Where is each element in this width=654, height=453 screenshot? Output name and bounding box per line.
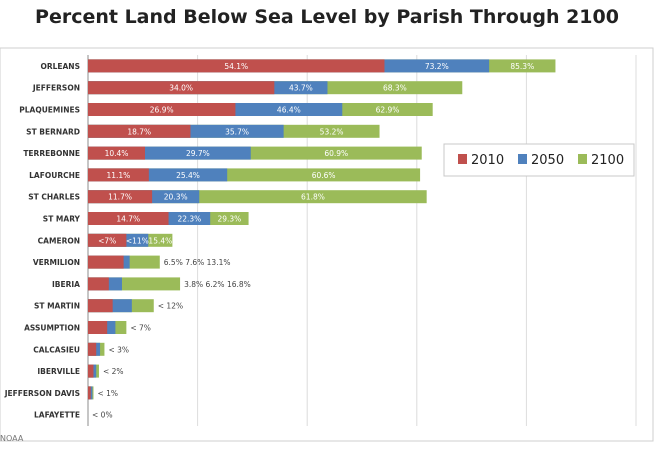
category-label: CAMERON (38, 236, 80, 245)
bar-2010 (88, 233, 127, 247)
category-label: ASSUMPTION (24, 324, 80, 333)
bar-2010 (88, 255, 124, 269)
data-label: < 1% (97, 389, 118, 398)
bar-2010 (88, 321, 108, 334)
bar-2010 (88, 212, 169, 225)
data-label: 60.9% (324, 149, 348, 158)
data-label: 43.7% (289, 84, 313, 93)
bar-2010 (88, 168, 149, 182)
data-label: 20.3% (164, 193, 188, 202)
data-label: 6.5% 7.6% 13.1% (164, 258, 231, 267)
data-label: 68.3% (383, 84, 407, 93)
legend-swatch-2100 (578, 154, 587, 164)
data-label: 10.4% (105, 149, 129, 158)
category-label: ST MARTIN (34, 302, 80, 311)
data-label: <11% (126, 236, 149, 245)
bar-2010 (88, 386, 91, 400)
legend-box (443, 143, 635, 177)
bar-2010 (88, 103, 236, 116)
category-label: CALCASIEU (33, 345, 80, 354)
category-label: LAFOURCHE (29, 171, 80, 180)
data-label: < 0% (92, 411, 113, 420)
data-label: 62.9% (376, 106, 400, 115)
data-label: < 12% (158, 302, 183, 311)
data-label: 60.6% (312, 171, 336, 180)
data-label: 11.7% (108, 193, 132, 202)
data-label: 29.7% (186, 149, 210, 158)
data-label: 54.1% (224, 62, 248, 71)
data-label: 61.8% (301, 193, 325, 202)
data-label: 3.8% 6.2% 16.8% (184, 280, 251, 289)
bar-2010 (88, 342, 97, 356)
data-label: 46.4% (277, 106, 301, 115)
data-label: 11.1% (106, 171, 130, 180)
data-label: <7% (98, 236, 116, 245)
bar-2010 (88, 81, 275, 95)
legend-label: 2010 (471, 153, 504, 168)
data-label: 34.0% (169, 84, 193, 93)
bar-2010 (88, 277, 109, 291)
bar-2010 (88, 124, 191, 138)
legend-swatch-2050 (518, 154, 527, 164)
category-label: ST BERNARD (26, 127, 80, 136)
category-label: PLAQUEMINES (19, 106, 80, 115)
legend-label: 2050 (531, 153, 564, 168)
chart-title: Percent Land Below Sea Level by Parish T… (35, 6, 619, 28)
data-label: 29.3% (217, 215, 241, 224)
data-label: 14.7% (116, 215, 140, 224)
data-label: 22.3% (177, 215, 201, 224)
category-label: IBERVILLE (37, 367, 80, 376)
data-label: 15.4% (148, 236, 172, 245)
bar-2010 (88, 299, 113, 313)
data-label: 35.7% (225, 127, 249, 136)
source-note: NOAA (0, 434, 24, 443)
category-label: LAFAYETTE (34, 411, 80, 420)
legend-swatch-2010 (458, 154, 467, 164)
bar-2010 (88, 364, 94, 378)
category-label: IBERIA (52, 280, 80, 289)
category-label: TERREBONNE (23, 149, 80, 158)
bar-2010 (88, 146, 145, 160)
data-label: 26.9% (150, 106, 174, 115)
data-label: 18.7% (127, 127, 151, 136)
bar-2010 (88, 190, 153, 204)
category-label: ST MARY (43, 215, 81, 224)
category-label: JEFFERSON (32, 84, 80, 93)
category-label: ORLEANS (40, 62, 80, 71)
legend-label: 2100 (591, 153, 624, 168)
bar-2010 (88, 59, 385, 73)
data-label: < 7% (130, 324, 151, 333)
data-label: < 2% (103, 367, 124, 376)
category-label: JEFFERSON DAVIS (4, 389, 80, 398)
data-label: 73.2% (425, 62, 449, 71)
data-label: 25.4% (176, 171, 200, 180)
category-label: VERMILION (33, 258, 80, 267)
data-label: 85.3% (510, 62, 534, 71)
data-label: 53.2% (320, 127, 344, 136)
category-label: ST CHARLES (28, 193, 80, 202)
data-label: < 3% (108, 345, 129, 354)
